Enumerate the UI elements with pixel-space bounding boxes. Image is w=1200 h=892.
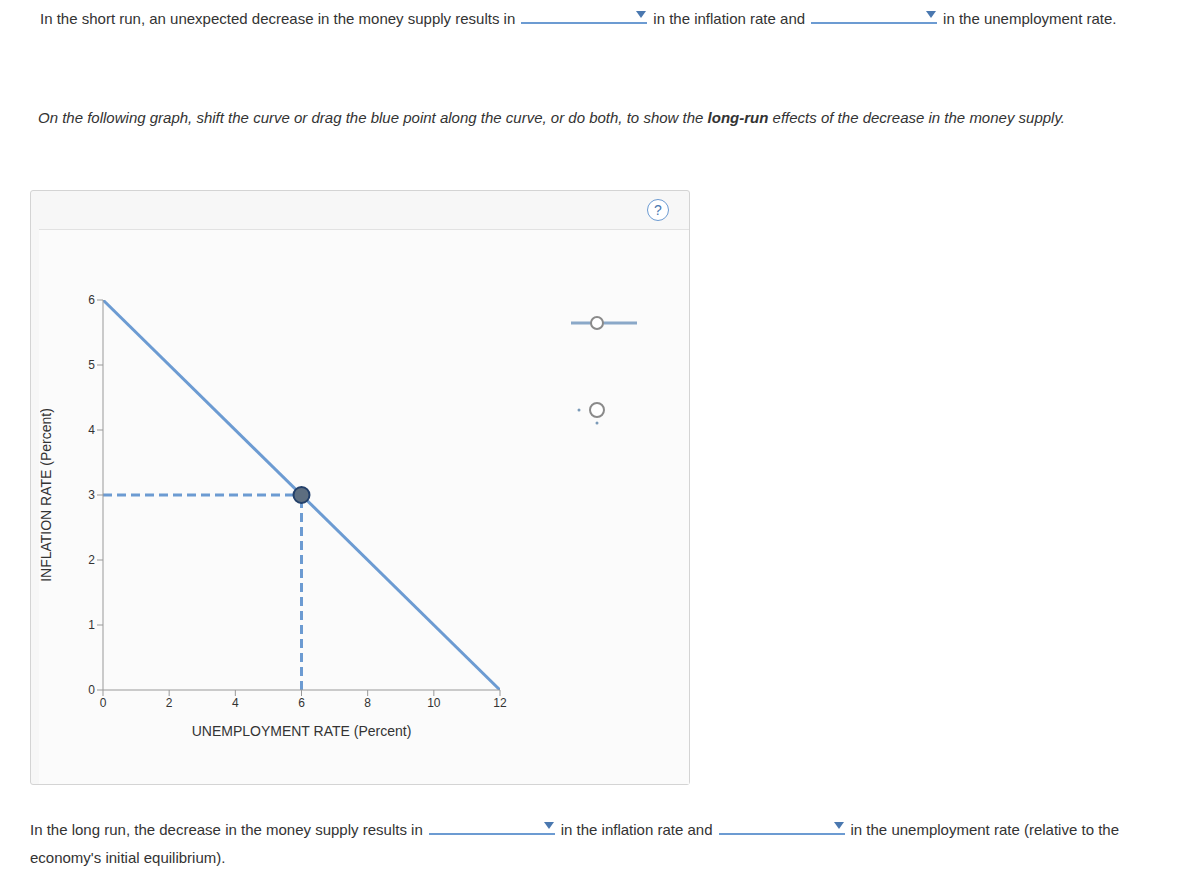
html-text:In the short run, an unexpecte: In the short run, an unexpected decrease…	[40, 10, 516, 27]
svg-text:4: 4	[88, 423, 95, 437]
html-text:in the inflation rate and: in the inflation rate and	[653, 10, 806, 27]
svg-text:6: 6	[298, 696, 305, 710]
svg-text:10: 10	[427, 696, 441, 710]
svg-text:0: 0	[100, 696, 107, 710]
svg-text:2: 2	[88, 553, 95, 567]
html-text:In the long run, the decrease: In the long run, the decrease in the mon…	[30, 821, 423, 838]
svg-text:INFLATION RATE (Percent): INFLATION RATE (Percent)	[40, 408, 54, 582]
svg-text:0: 0	[88, 683, 95, 697]
html-text:in the unemployment rate.: in the unemployment rate.	[943, 10, 1117, 27]
svg-text:2: 2	[166, 696, 173, 710]
svg-text:5: 5	[88, 358, 95, 372]
svg-text:6: 6	[88, 293, 95, 307]
svg-text:8: 8	[364, 696, 371, 710]
svg-text:3: 3	[88, 488, 95, 502]
svg-text:4: 4	[232, 696, 239, 710]
svg-text:12: 12	[493, 696, 507, 710]
html-text:in the inflation rate and: in the inflation rate and	[560, 821, 713, 838]
svg-text:UNEMPLOYMENT RATE (Percent): UNEMPLOYMENT RATE (Percent)	[192, 723, 412, 739]
html-text:On the following graph, shift: On the following graph, shift the curve …	[38, 109, 1065, 126]
html-text:in the unemployment rate (rela: in the unemployment rate (relative to th…	[30, 821, 1119, 866]
svg-text:1: 1	[88, 618, 95, 632]
